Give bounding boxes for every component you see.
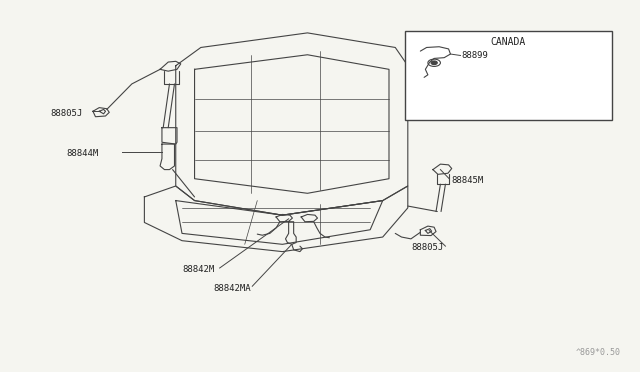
Text: 88805J: 88805J — [411, 244, 443, 253]
Text: 88842M: 88842M — [182, 265, 214, 274]
Text: CANADA: CANADA — [490, 37, 526, 47]
Circle shape — [431, 61, 437, 65]
Text: 88842MA: 88842MA — [213, 283, 251, 292]
Text: 88899: 88899 — [461, 51, 488, 60]
Text: ^869*0.50: ^869*0.50 — [576, 348, 621, 357]
Text: 88845M: 88845M — [452, 176, 484, 185]
Text: 88844M: 88844M — [66, 149, 98, 158]
Text: 88805J: 88805J — [51, 109, 83, 118]
Bar — [404, 31, 612, 121]
